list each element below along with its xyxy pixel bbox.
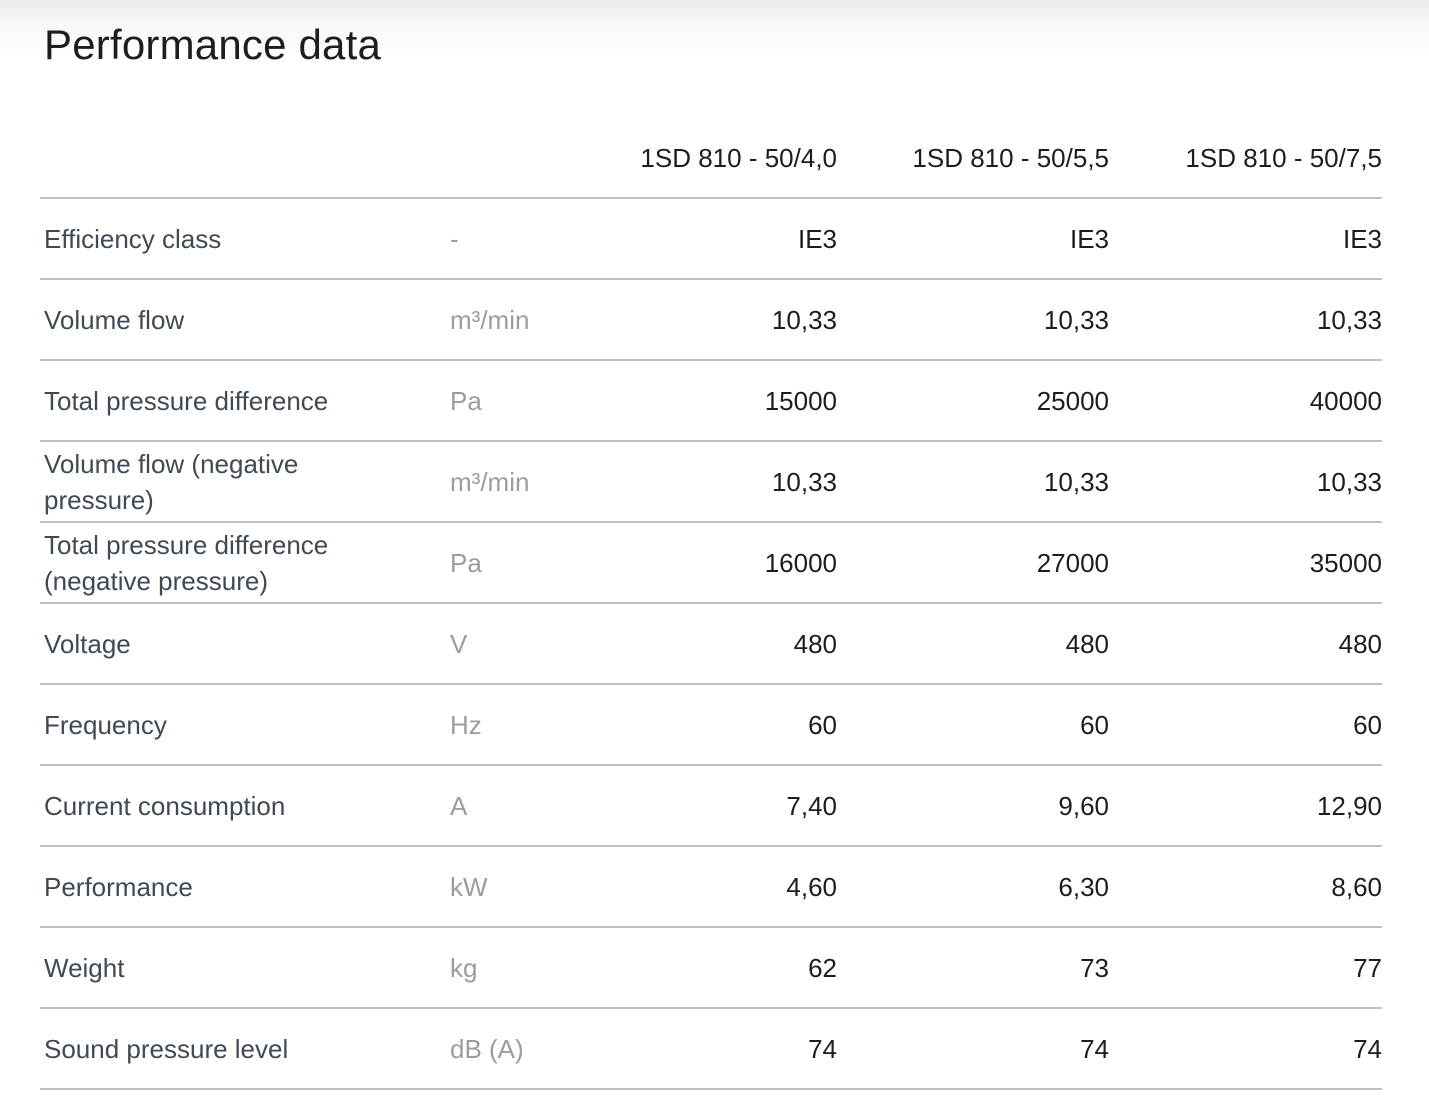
row-unit: V [450, 628, 468, 659]
row-value: 74 [1080, 1033, 1109, 1064]
row-unit: kW [450, 871, 488, 902]
row-value: 60 [808, 709, 837, 740]
row-value: 4,60 [786, 871, 837, 902]
table-row-efficiency-class: Efficiency class - IE3 IE3 IE3 [40, 199, 1382, 280]
table-row-volume-flow-negative-pressure: Volume flow (negative pressure) m³/min 1… [40, 442, 1382, 523]
row-value: 40000 [1309, 385, 1382, 416]
row-unit: A [450, 790, 468, 821]
row-value: 74 [808, 1033, 837, 1064]
row-value: 7,40 [786, 790, 837, 821]
table-row-sound-pressure-level: Sound pressure level dB (A) 74 74 74 [40, 1009, 1382, 1090]
row-label: Sound pressure level [44, 1033, 289, 1064]
row-value: 62 [808, 952, 837, 983]
row-value: 60 [1353, 709, 1382, 740]
performance-table: 1SD 810 - 50/4,0 1SD 810 - 50/5,5 1SD 81… [40, 118, 1382, 1090]
table-row-frequency: Frequency Hz 60 60 60 [40, 685, 1382, 766]
row-value: 15000 [764, 385, 837, 416]
column-header-model-2: 1SD 810 - 50/5,5 [912, 142, 1109, 173]
table-header-row: 1SD 810 - 50/4,0 1SD 810 - 50/5,5 1SD 81… [40, 118, 1382, 199]
row-value: 10,33 [1316, 466, 1382, 497]
row-value: 10,33 [771, 466, 837, 497]
table-row-total-pressure-difference-negative-pressure: Total pressure difference (negative pres… [40, 523, 1382, 604]
row-value: 6,30 [1058, 871, 1109, 902]
row-value: 9,60 [1058, 790, 1109, 821]
column-header-model-1: 1SD 810 - 50/4,0 [640, 142, 837, 173]
row-label: Voltage [44, 628, 131, 659]
row-unit: dB (A) [450, 1033, 524, 1064]
row-value: 25000 [1036, 385, 1109, 416]
row-value: 10,33 [1316, 304, 1382, 335]
row-value: IE3 [1342, 223, 1382, 254]
row-label: Volume flow [44, 304, 185, 335]
row-unit: - [450, 223, 459, 254]
row-value: 10,33 [1043, 466, 1109, 497]
row-unit: m³/min [450, 304, 530, 335]
performance-data-section: Performance data 1SD 810 - 50/4,0 1SD 81… [40, 0, 1382, 1090]
table-row-total-pressure-difference: Total pressure difference Pa 15000 25000… [40, 361, 1382, 442]
row-unit: m³/min [450, 466, 530, 497]
row-value: 8,60 [1331, 871, 1382, 902]
row-value: 10,33 [771, 304, 837, 335]
row-label: Volume flow (negative pressure) [44, 448, 299, 515]
row-unit: Pa [450, 547, 482, 578]
row-label: Weight [44, 952, 125, 983]
row-label: Current consumption [44, 790, 286, 821]
row-label: Total pressure difference [44, 385, 329, 416]
row-value: 480 [1338, 628, 1382, 659]
column-header-model-3: 1SD 810 - 50/7,5 [1185, 142, 1382, 173]
row-value: 10,33 [1043, 304, 1109, 335]
row-unit: Hz [450, 709, 482, 740]
row-value: IE3 [1069, 223, 1109, 254]
row-label: Performance [44, 871, 193, 902]
row-value: 60 [1080, 709, 1109, 740]
row-value: IE3 [797, 223, 837, 254]
row-label: Total pressure difference (negative pres… [44, 529, 329, 596]
row-value: 35000 [1309, 547, 1382, 578]
row-value: 27000 [1036, 547, 1109, 578]
table-row-performance: Performance kW 4,60 6,30 8,60 [40, 847, 1382, 928]
row-value: 480 [793, 628, 837, 659]
row-unit: Pa [450, 385, 482, 416]
row-value: 74 [1353, 1033, 1382, 1064]
table-row-current-consumption: Current consumption A 7,40 9,60 12,90 [40, 766, 1382, 847]
table-row-volume-flow: Volume flow m³/min 10,33 10,33 10,33 [40, 280, 1382, 361]
row-label: Frequency [44, 709, 167, 740]
table-row-voltage: Voltage V 480 480 480 [40, 604, 1382, 685]
row-value: 77 [1353, 952, 1382, 983]
page-title: Performance data [44, 21, 382, 68]
row-unit: kg [450, 952, 478, 983]
row-value: 16000 [764, 547, 837, 578]
row-value: 480 [1065, 628, 1109, 659]
row-label: Efficiency class [44, 223, 222, 254]
table-row-weight: Weight kg 62 73 77 [40, 928, 1382, 1009]
row-value: 73 [1080, 952, 1109, 983]
row-value: 12,90 [1316, 790, 1382, 821]
